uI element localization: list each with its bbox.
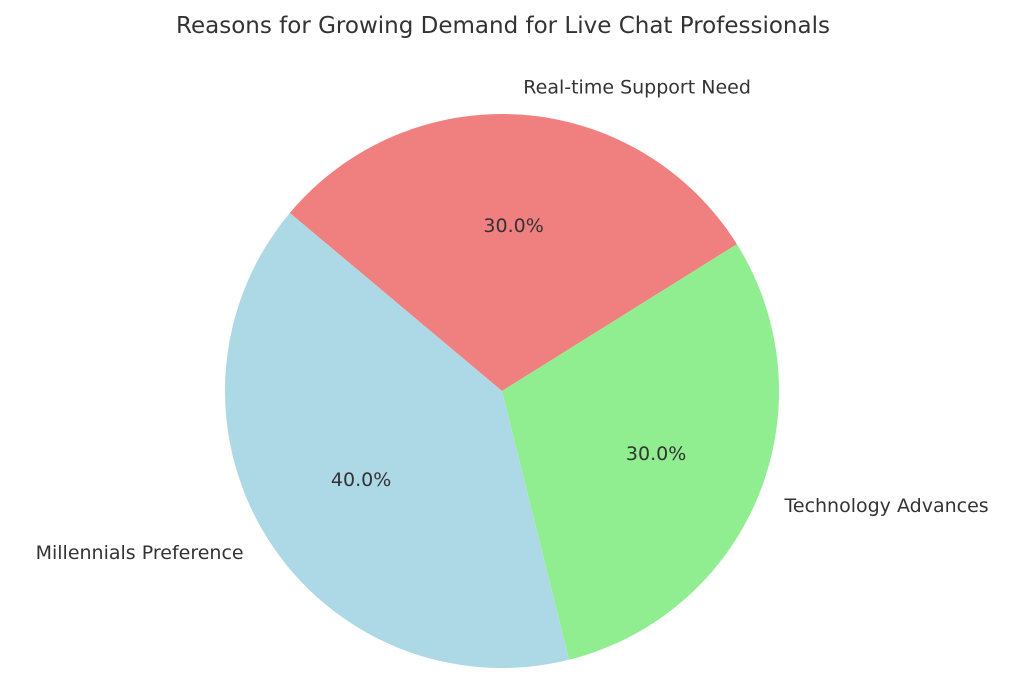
pie-slice-technology-advances [502, 244, 780, 660]
pie-slice-category-label: Millennials Preference [36, 542, 244, 564]
pie-slice-percent-label: 30.0% [483, 215, 543, 237]
pie-slice-percent-label: 40.0% [331, 469, 391, 491]
pie-slice-millennials-preference [225, 212, 570, 668]
pie-slice-category-label: Real-time Support Need [523, 77, 751, 99]
pie-slice-real-time-support-need [289, 114, 737, 391]
pie-slice-percent-label: 30.0% [626, 443, 686, 465]
pie-slice-category-label: Technology Advances [784, 495, 989, 517]
chart-title: Reasons for Growing Demand for Live Chat… [176, 13, 830, 39]
